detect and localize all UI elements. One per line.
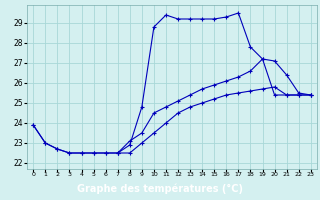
Text: Graphe des températures (°C): Graphe des températures (°C) xyxy=(77,184,243,194)
